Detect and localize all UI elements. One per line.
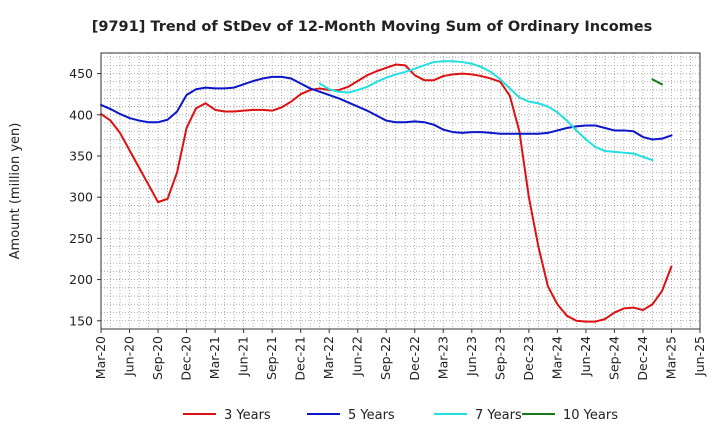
y-tick-label: 450	[69, 66, 93, 81]
x-tick-label: Mar-24	[549, 336, 564, 379]
x-tick-label: Mar-23	[435, 336, 450, 379]
x-axis: Mar-20 Jun-20 Sep-20 Dec-20 Mar-21 Jun-21 Sep-…	[93, 329, 707, 381]
y-tick-label: 200	[69, 272, 93, 287]
x-tick-label: Dec-21	[293, 336, 308, 381]
x-tick-label: Sep-24	[606, 336, 621, 380]
y-axis: 150 200 250 300 350 400 450	[69, 66, 101, 328]
x-tick-label: Dec-24	[635, 336, 650, 381]
chart-title: [9791] Trend of StDev of 12-Month Moving…	[92, 19, 653, 35]
x-tick-label: Mar-21	[207, 336, 222, 379]
x-tick-label: Mar-25	[663, 336, 678, 379]
x-tick-label: Sep-22	[378, 336, 393, 380]
x-tick-label: Jun-25	[692, 336, 707, 377]
legend-label-10-years: 10 Years	[563, 408, 618, 423]
x-tick-label: Dec-22	[407, 336, 422, 381]
x-tick-label: Dec-20	[179, 336, 194, 381]
x-tick-label: Mar-20	[93, 336, 108, 379]
y-tick-label: 150	[69, 313, 93, 328]
x-tick-label: Sep-21	[264, 336, 279, 380]
legend: 3 Years 5 Years 7 Years 10 Years	[183, 408, 618, 423]
x-tick-label: Jun-24	[578, 336, 593, 377]
series-line-3-years	[100, 63, 673, 323]
x-tick-label: Jun-22	[350, 336, 365, 377]
series-line-10-years	[651, 78, 663, 86]
x-tick-label: Jun-23	[464, 336, 479, 377]
series-line-7-years	[318, 60, 654, 162]
series-line-5-years	[100, 75, 673, 141]
x-tick-label: Sep-23	[492, 336, 507, 380]
y-tick-label: 350	[69, 148, 93, 163]
plot-area	[101, 53, 700, 329]
series-lines	[100, 60, 673, 323]
x-tick-label: Dec-23	[521, 336, 536, 381]
x-tick-label: Mar-22	[321, 336, 336, 379]
x-tick-label: Sep-20	[150, 336, 165, 380]
legend-label-3-years: 3 Years	[224, 408, 271, 423]
plot-border	[100, 52, 701, 330]
y-tick-label: 400	[69, 107, 93, 122]
x-tick-label: Jun-20	[122, 336, 137, 377]
legend-label-7-years: 7 Years	[475, 408, 522, 423]
x-tick-label: Jun-21	[236, 336, 251, 377]
legend-label-5-years: 5 Years	[348, 408, 395, 423]
y-axis-label: Amount (million yen)	[8, 123, 23, 260]
y-tick-label: 250	[69, 231, 93, 246]
y-tick-label: 300	[69, 190, 93, 205]
